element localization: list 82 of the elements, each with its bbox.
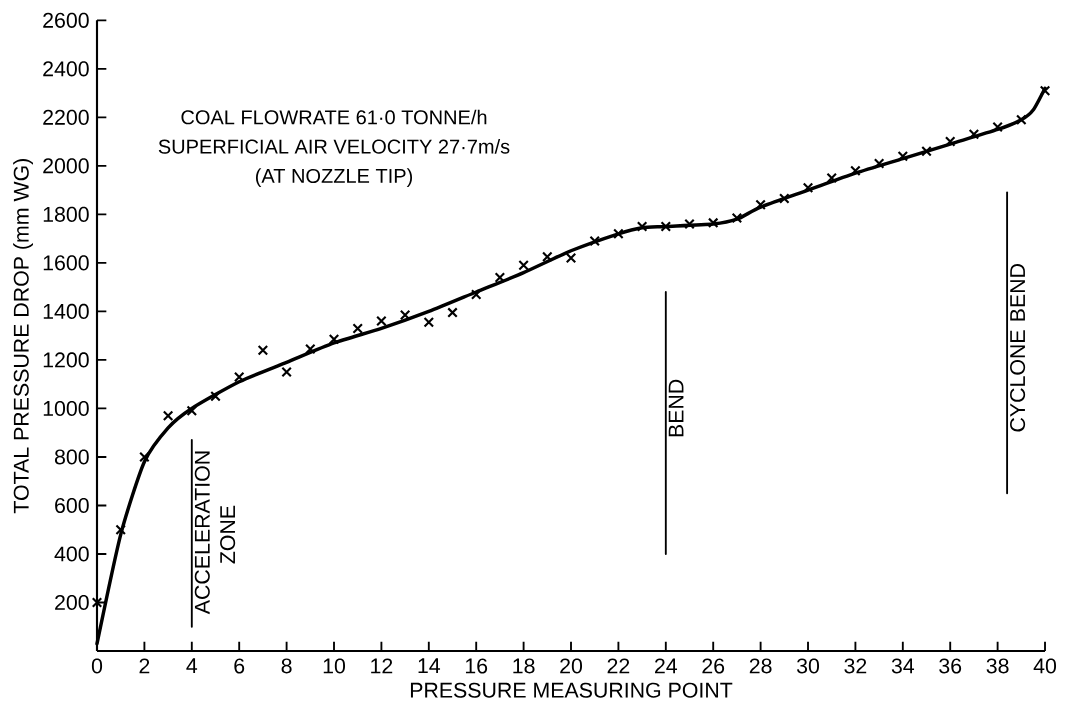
point — [162, 410, 174, 422]
x-tick-label: 18 — [513, 658, 535, 674]
point — [541, 251, 553, 263]
annotation: SUPERFICIAL AIR VELOCITY 27·7m/s — [158, 139, 510, 154]
y-tick-label: 2400 — [43, 61, 89, 77]
point — [802, 182, 814, 194]
annotation: COAL FLOWRATE 61·0 TONNE/h — [181, 109, 487, 125]
x-tick-label: 38 — [986, 658, 1009, 674]
point — [494, 272, 506, 283]
y-tick-label: 2200 — [43, 109, 89, 125]
x-tick-label: 26 — [702, 658, 725, 674]
x-tick-label: 30 — [796, 658, 820, 674]
y-tick-label: 1200 — [43, 352, 89, 368]
x-tick-label: 20 — [560, 658, 583, 674]
point — [328, 333, 340, 345]
point — [1016, 114, 1027, 126]
point — [304, 343, 316, 355]
point — [968, 129, 980, 140]
point — [921, 146, 932, 157]
y-tick-label: 400 — [54, 546, 89, 562]
annotation: (AT NOZZLE TIP) — [255, 168, 413, 187]
x-tick-label: 8 — [281, 658, 292, 674]
point — [210, 390, 221, 402]
x-tick-label: 12 — [371, 658, 393, 674]
y-tick-label: 2600 — [43, 12, 89, 28]
annotation: BEND — [668, 379, 684, 437]
point — [731, 212, 743, 224]
x-tick-label: 40 — [1033, 658, 1057, 674]
point — [944, 136, 956, 147]
point — [139, 451, 150, 463]
point — [779, 193, 790, 204]
annotation: ACCELERATION ZONE — [194, 451, 236, 615]
x-tick-label: 2 — [139, 658, 150, 674]
x-tick-label: 4 — [186, 658, 198, 674]
x-tick-label: 24 — [655, 658, 678, 674]
point — [613, 228, 624, 240]
point — [897, 150, 909, 162]
point — [352, 323, 364, 334]
point — [850, 165, 861, 177]
x-tick-label: 0 — [91, 658, 103, 674]
point — [826, 172, 838, 184]
point — [873, 158, 885, 169]
y-tick-label: 2000 — [43, 158, 89, 174]
point — [423, 317, 435, 328]
x-tick-label: 14 — [418, 658, 441, 674]
point — [257, 344, 269, 356]
point — [684, 218, 695, 230]
x-tick-label: 16 — [465, 658, 488, 674]
x-tick-label: 6 — [234, 658, 245, 674]
point — [399, 309, 411, 321]
point — [565, 252, 577, 264]
y-tick-label: 1400 — [43, 303, 89, 319]
x-tick-label: 28 — [749, 658, 772, 674]
point — [1039, 85, 1051, 96]
y-tick-label: 200 — [55, 594, 89, 611]
x-tick-label: 32 — [844, 658, 867, 674]
y-tick-label: 1800 — [43, 206, 89, 222]
y-tick-label: 1000 — [43, 400, 89, 416]
point — [755, 199, 766, 210]
x-tick-label: 36 — [939, 658, 962, 674]
y-axis-title: TOTAL PRESSURE DROP (mm WG) — [13, 159, 34, 514]
point — [660, 221, 672, 232]
point — [636, 221, 648, 232]
x-axis-title: PRESSURE MEASURING POINT — [410, 682, 733, 698]
point — [470, 289, 482, 300]
point — [233, 371, 245, 383]
annotation: CYCLONE BEND — [1010, 264, 1026, 432]
point — [447, 307, 458, 318]
y-tick-label: 1600 — [43, 255, 89, 271]
point — [589, 235, 601, 247]
y-tick-label: 800 — [54, 449, 89, 465]
point — [281, 366, 292, 378]
point — [376, 315, 387, 327]
y-tick-label: 600 — [55, 497, 89, 514]
point — [91, 597, 103, 608]
point — [518, 260, 529, 271]
point — [115, 524, 127, 536]
point — [186, 405, 198, 417]
point — [707, 217, 719, 229]
x-tick-label: 10 — [323, 658, 346, 674]
x-tick-label: 34 — [891, 658, 915, 674]
x-tick-label: 22 — [607, 658, 630, 674]
